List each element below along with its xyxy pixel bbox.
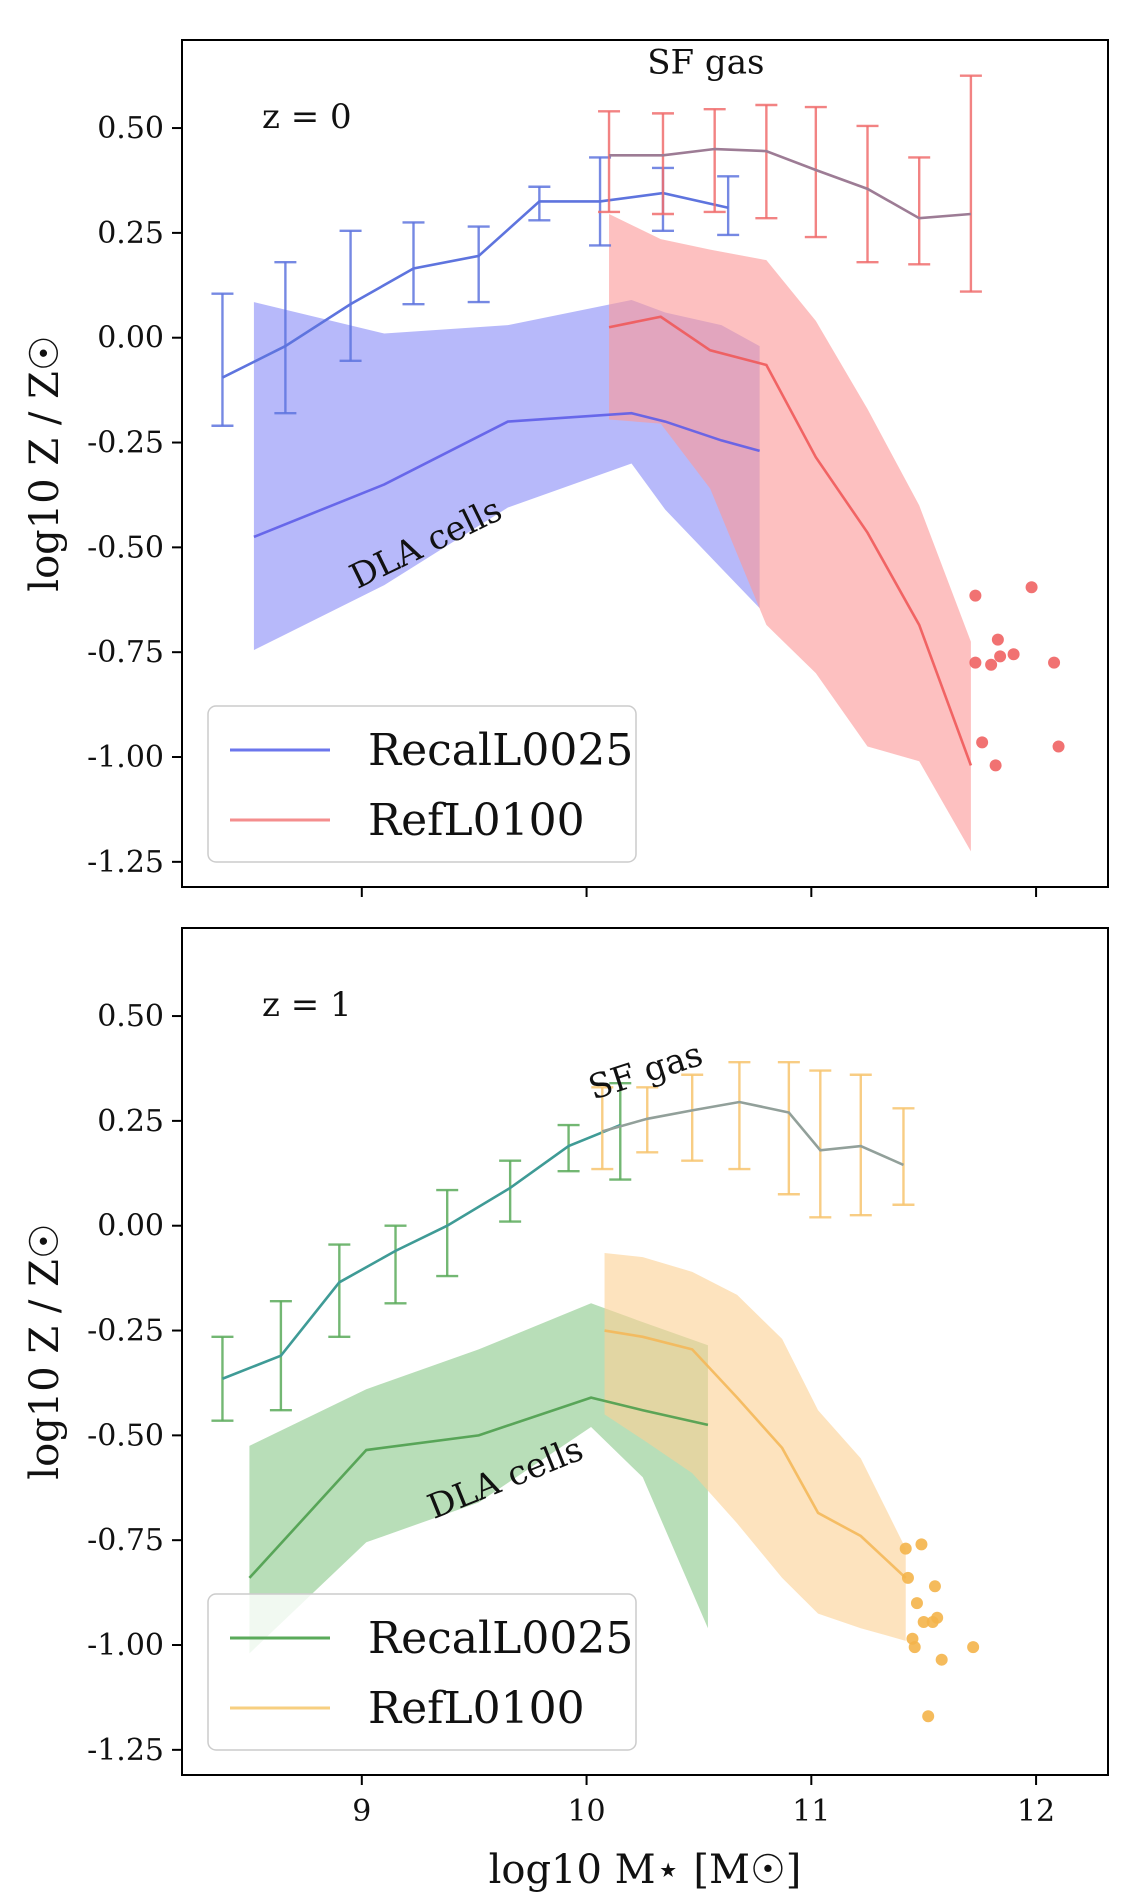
x-tick-label: 9 xyxy=(352,1794,371,1829)
x-tick-label: 10 xyxy=(567,1794,605,1829)
plot-frame xyxy=(181,39,1109,888)
legend-label-refl0100: RefL0100 xyxy=(368,1683,585,1734)
y-tick-label: 0.50 xyxy=(97,111,164,146)
sf-gas-line-refl0100 xyxy=(601,1100,904,1167)
legend: RecalL0025 RefL0100 xyxy=(207,705,637,863)
sf-gas-line-recall0025 xyxy=(221,1123,621,1380)
y-tick-label: -1.25 xyxy=(87,845,164,880)
dla-median-line-refl0100 xyxy=(604,1329,907,1579)
legend-label-recall0025: RecalL0025 xyxy=(368,1613,633,1664)
scatter-point xyxy=(922,1710,935,1723)
scatter-point xyxy=(901,1571,914,1584)
x-tick-label: 12 xyxy=(1017,1794,1055,1829)
scatter-point xyxy=(1048,656,1061,669)
scatter-point xyxy=(967,1641,980,1654)
scatter-point xyxy=(910,1597,923,1610)
sf-gas-line-recall0025 xyxy=(221,191,729,379)
scatter-point xyxy=(976,736,989,749)
dla-median-line-refl0100 xyxy=(608,315,973,766)
scatter-point xyxy=(1007,648,1020,661)
y-tick-label: -0.75 xyxy=(87,1523,164,1558)
y-tick-label: 0.25 xyxy=(97,1104,164,1139)
y-tick-label: -1.25 xyxy=(87,1733,164,1768)
dla-band-refl0100 xyxy=(609,214,971,852)
scatter-point xyxy=(915,1538,928,1551)
scatter-point xyxy=(908,1641,921,1654)
dla-band-recall0025 xyxy=(249,1303,708,1654)
annotation-sf-gas: SF gas xyxy=(647,43,764,83)
legend-box xyxy=(207,1593,637,1751)
redshift-label: z = 1 xyxy=(262,985,352,1025)
y-tick-label: 0.25 xyxy=(97,216,164,251)
y-axis-title: log10 Z / Z☉ xyxy=(22,335,68,591)
x-axis-title: log10 M⋆ [M☉] xyxy=(489,1847,802,1893)
scatter-point xyxy=(928,1580,941,1593)
dla-median-line-recall0025 xyxy=(248,1396,709,1579)
scatter-point xyxy=(899,1542,912,1555)
y-tick-label: -0.75 xyxy=(87,635,164,670)
scatter-point xyxy=(985,658,998,671)
y-tick-label: 0.00 xyxy=(97,1209,164,1244)
y-tick-label: -0.50 xyxy=(87,530,164,565)
scatter-point xyxy=(917,1615,930,1628)
plot-frame xyxy=(181,927,1109,1776)
scatter-point xyxy=(969,589,982,602)
legend-label-recall0025: RecalL0025 xyxy=(368,725,633,776)
sf-gas-line-refl0100 xyxy=(609,147,972,220)
scatter-point xyxy=(989,759,1002,772)
bottom-panel: 0.50 0.25 0.00 -0.25 -0.50 -0.75 -1.00 -1.25 9 10… xyxy=(22,927,1109,1893)
x-tick-label: 11 xyxy=(792,1794,830,1829)
y-tick-label: -1.00 xyxy=(87,1628,164,1663)
scatter-point xyxy=(931,1611,944,1624)
y-tick-label: 0.00 xyxy=(97,321,164,356)
dla-band-refl0100 xyxy=(604,1252,906,1641)
scatter-point xyxy=(1052,740,1065,753)
y-tick-label: -0.25 xyxy=(87,1314,164,1349)
dla-median-line-recall0025 xyxy=(253,411,760,539)
y-tick-label: -1.00 xyxy=(87,740,164,775)
top-panel: 0.50 0.25 0.00 -0.25 -0.50 -0.75 -1.00 -1.25 log… xyxy=(22,39,1109,897)
scatter-point xyxy=(969,656,982,669)
scatter-point xyxy=(994,650,1007,663)
legend-box xyxy=(207,705,637,863)
y-axis-title: log10 Z / Z☉ xyxy=(22,1223,68,1479)
y-tick-label: -0.50 xyxy=(87,1418,164,1453)
legend-label-refl0100: RefL0100 xyxy=(368,795,585,846)
y-tick-label: 0.50 xyxy=(97,999,164,1034)
y-tick-label: -0.25 xyxy=(87,426,164,461)
scatter-point xyxy=(1025,581,1038,594)
redshift-label: z = 0 xyxy=(262,97,352,137)
scatter-point xyxy=(991,633,1004,646)
scatter-point xyxy=(935,1653,948,1666)
legend: RecalL0025 RefL0100 xyxy=(207,1593,637,1751)
